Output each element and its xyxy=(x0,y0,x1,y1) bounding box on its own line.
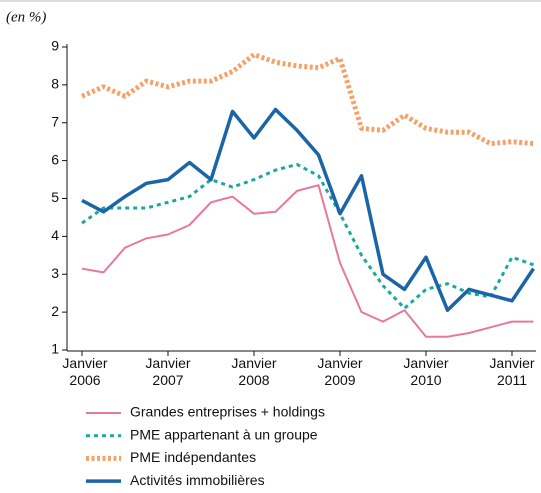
series-line xyxy=(81,107,535,312)
legend-label: PME appartenant à un groupe xyxy=(130,426,318,442)
y-tick-label: 7 xyxy=(51,113,59,129)
y-tick-label: 3 xyxy=(51,265,59,281)
y-tick-label: 1 xyxy=(51,341,59,357)
series-line xyxy=(80,52,534,147)
y-tick-label: 9 xyxy=(51,38,59,54)
legend-label: PME indépendantes xyxy=(130,449,256,465)
x-tick-label: Janvier 2011 xyxy=(489,355,534,388)
unit-label: (en %) xyxy=(6,9,46,25)
legend-label: Activités immobilières xyxy=(130,472,265,488)
legend-label: Grandes entreprises + holdings xyxy=(130,404,325,420)
x-tick-label: Janvier 2009 xyxy=(317,355,362,388)
y-tick-label: 8 xyxy=(51,76,59,92)
series-line xyxy=(81,162,534,310)
x-tick-label: Janvier 2008 xyxy=(231,355,276,388)
y-tick-label: 4 xyxy=(51,227,59,243)
series-line xyxy=(81,184,534,338)
x-tick-label: Janvier 2010 xyxy=(403,355,448,388)
y-tick-label: 5 xyxy=(51,189,59,205)
y-tick-label: 6 xyxy=(51,151,59,167)
x-tick-label: Janvier 2006 xyxy=(62,355,107,388)
x-tick-label: Janvier 2007 xyxy=(145,355,190,388)
y-tick-label: 2 xyxy=(51,303,59,319)
